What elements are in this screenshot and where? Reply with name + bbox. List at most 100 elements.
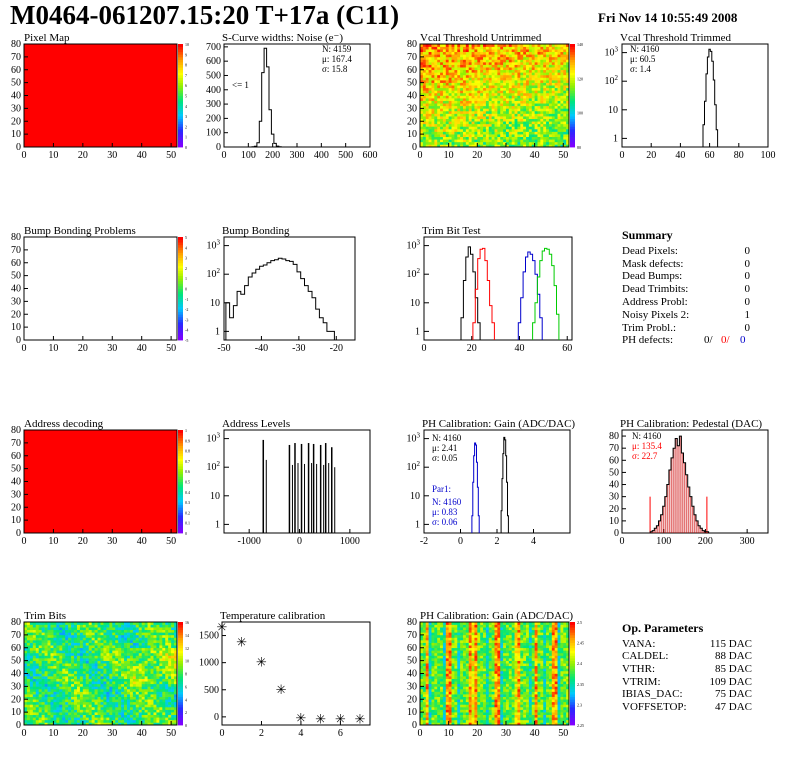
heatmap-cell [150,683,154,687]
heatmap-cell [448,54,452,58]
heatmap-cell [153,722,157,726]
heatmap-cell [485,72,490,76]
heatmap-cell [497,85,501,89]
heatmap-cell [118,719,122,723]
heatmap-cell [121,691,125,695]
heatmap-cell [82,622,87,625]
chart-ph_gain: PH Calibration: Gain (ADC/DAC)-2 0 2 411010… [407,418,576,547]
heatmap-cell [442,69,447,73]
heatmap-cell [138,660,142,664]
heatmap-cell [543,100,547,104]
heatmap-cell [71,645,75,649]
heatmap-cell [85,629,90,633]
heatmap-cell [540,722,544,726]
heatmap-cell [118,634,122,638]
heatmap-cell [491,98,495,101]
heatmap-cell [56,678,60,682]
pedestal-bar [664,496,667,533]
heatmap-cell [505,54,510,58]
heatmap-cell [94,658,98,661]
heatmap-cell [460,51,464,55]
heatmap-cell [442,62,447,65]
heatmap-cell [523,141,527,145]
heatmap-cell [56,634,60,638]
palette-swatch [178,321,183,325]
heatmap-cell [76,642,81,646]
heatmap-cell [76,640,81,643]
heatmap-cell [480,105,484,109]
heatmap-cell [448,87,452,91]
heatmap-cell [24,634,28,638]
heatmap-cell [38,665,42,669]
heatmap-cell [174,622,178,625]
heatmap-cell [24,717,28,721]
heatmap-cell [468,98,472,101]
heatmap-cell [440,82,444,86]
heatmap-cell [526,49,530,53]
heatmap-cell [497,62,501,65]
palette-swatch [178,62,183,66]
heatmap-cell [153,691,157,695]
heatmap-cell [126,634,131,638]
heatmap-cell [35,696,40,700]
heatmap-cell [35,652,40,656]
heatmap-cell [82,683,87,687]
heatmap-cell [112,658,116,661]
heatmap-cell [422,54,427,58]
heatmap-cell [91,650,95,654]
heatmap-cell [431,95,435,99]
heatmap-cell [566,118,570,122]
heatmap-cell [557,139,561,143]
heatmap-cell [65,714,69,718]
heatmap-cell [44,683,48,687]
heatmap-cell [159,663,163,667]
palette-swatch [570,62,575,66]
heatmap-cell [150,668,154,672]
heatmap-cell [171,712,175,716]
palette-swatch [178,714,183,718]
heatmap-cell [106,717,110,721]
heatmap-cell [543,118,547,122]
y-tick-label: 200 [206,113,221,124]
heatmap-cell [97,676,101,679]
heatmap-cell [26,629,31,633]
heatmap-cell [514,113,518,117]
y-tick-label: 102 [407,267,421,280]
heatmap-cell [135,668,140,672]
heatmap-cell [44,691,48,695]
heatmap-cell [156,714,160,718]
heatmap-cell [528,113,533,117]
heatmap-cell [29,699,34,703]
heatmap-cell [65,686,69,690]
y-tick-label: 70 [609,443,619,454]
heatmap-cell [468,121,472,125]
heatmap-cell [477,134,481,138]
heatmap-cell [129,709,134,713]
heatmap-cell [543,108,547,112]
heatmap-cell [520,719,524,723]
heatmap-cell [440,722,444,726]
heatmap-cell [71,655,75,659]
x-tick-label: 40 [137,728,147,739]
heatmap-cell [121,714,125,718]
heatmap-cell [59,655,63,659]
heatmap-cell [88,704,92,708]
heatmap-cell [428,87,432,91]
heatmap-cell [485,98,490,101]
heatmap-cell [68,706,72,710]
heatmap-cell [56,632,60,636]
heatmap-cell [171,624,175,628]
heatmap-cell [471,108,475,112]
x-tick-label: 30 [501,150,511,161]
heatmap-cell [465,56,470,60]
heatmap-cell [41,624,45,628]
palette-tick-label: 5 [185,94,187,99]
heatmap-cell [126,655,131,659]
y-tick-label: 60 [11,258,21,269]
heatmap-cell [548,126,553,130]
heatmap-cell [434,719,438,723]
heatmap-cell [420,69,424,73]
heatmap-cell [428,44,432,47]
heatmap-cell [488,123,492,127]
heatmap-cell [554,118,558,122]
